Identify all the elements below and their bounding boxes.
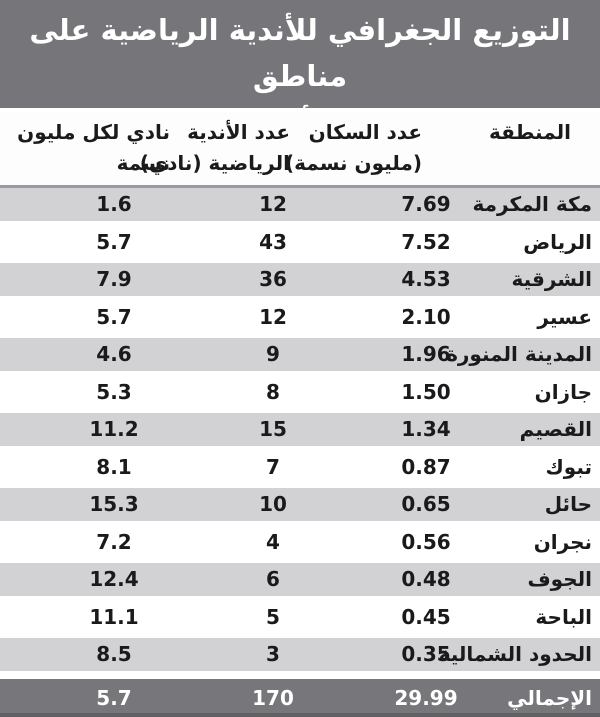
table-row: الشرقية 4.53 36 7.9 xyxy=(0,263,600,301)
region-name: حائل xyxy=(544,492,592,517)
table-row: جازان 1.50 8 5.3 xyxy=(0,375,600,413)
region-name: عسير xyxy=(537,304,592,329)
table-header-row: المنطقة عدد السكان (مليون نسمة) عدد الأن… xyxy=(0,112,600,188)
population-value: 0.45 xyxy=(401,604,451,629)
population-value: 0.56 xyxy=(401,529,451,554)
clubs-per-million-value: 8.5 xyxy=(96,642,132,667)
chart-title-line1: التوزيع الجغرافي للأندية الرياضية على من… xyxy=(29,13,571,93)
clubs-count-value: 43 xyxy=(259,229,287,254)
clubs-per-million-value: 5.7 xyxy=(96,304,132,329)
total-population-value: 29.99 xyxy=(394,685,458,710)
table-row: تبوك 0.87 7 8.1 xyxy=(0,450,600,488)
column-header-clubs: عدد الأندية الرياضية (نادي) xyxy=(139,120,290,175)
total-clubs-value: 170 xyxy=(252,685,294,710)
population-value: 0.35 xyxy=(401,642,451,667)
chart-title: التوزيع الجغرافي للأندية الرياضية على من… xyxy=(0,0,600,185)
clubs-count-value: 3 xyxy=(266,642,280,667)
population-value: 0.48 xyxy=(401,567,451,592)
clubs-count-value: 12 xyxy=(259,304,287,329)
region-name: مكة المكرمة xyxy=(472,192,592,217)
clubs-count-value: 5 xyxy=(266,604,280,629)
clubs-count-value: 7 xyxy=(266,454,280,479)
table-row: الجوف 0.48 6 12.4 xyxy=(0,563,600,601)
clubs-per-million-value: 7.9 xyxy=(96,267,132,292)
region-name: جازان xyxy=(534,379,592,404)
region-name: الحدود الشمالية xyxy=(438,642,592,667)
table-row: المدينة المنورة 1.96 9 4.6 xyxy=(0,338,600,376)
population-value: 1.34 xyxy=(401,417,451,442)
clubs-count-value: 36 xyxy=(259,267,287,292)
population-value: 7.52 xyxy=(401,229,451,254)
total-row: الإجمالي 29.99 170 5.7 xyxy=(0,678,600,717)
clubs-per-million-value: 11.1 xyxy=(89,604,139,629)
table-row: الحدود الشمالية 0.35 3 8.5 xyxy=(0,638,600,676)
clubs-per-million-value: 1.6 xyxy=(96,192,132,217)
population-value: 7.69 xyxy=(401,192,451,217)
clubs-count-value: 9 xyxy=(266,342,280,367)
population-value: 0.65 xyxy=(401,492,451,517)
total-ratio-value: 5.7 xyxy=(96,685,132,710)
region-name: الرياض xyxy=(523,229,592,254)
clubs-per-million-value: 8.1 xyxy=(96,454,132,479)
clubs-per-million-value: 5.3 xyxy=(96,379,132,404)
total-label: الإجمالي xyxy=(507,685,592,710)
region-name: الباحة xyxy=(535,604,592,629)
population-value: 1.96 xyxy=(401,342,451,367)
table-row: نجران 0.56 4 7.2 xyxy=(0,525,600,563)
clubs-count-value: 15 xyxy=(259,417,287,442)
table-row: مكة المكرمة 7.69 12 1.6 xyxy=(0,188,600,226)
column-header-region: المنطقة xyxy=(489,120,571,144)
population-value: 4.53 xyxy=(401,267,451,292)
region-name: القصيم xyxy=(519,417,592,442)
population-value: 0.87 xyxy=(401,454,451,479)
column-header-population: عدد السكان (مليون نسمة) xyxy=(285,120,422,175)
clubs-count-value: 8 xyxy=(266,379,280,404)
clubs-per-million-value: 11.2 xyxy=(89,417,139,442)
population-value: 2.10 xyxy=(401,304,451,329)
clubs-count-value: 12 xyxy=(259,192,287,217)
table-row: عسير 2.10 12 5.7 xyxy=(0,300,600,338)
clubs-per-million-value: 12.4 xyxy=(89,567,139,592)
table-row: الباحة 0.45 5 11.1 xyxy=(0,600,600,638)
region-name: نجران xyxy=(533,529,592,554)
clubs-count-value: 6 xyxy=(266,567,280,592)
clubs-per-million-value: 15.3 xyxy=(89,492,139,517)
clubs-per-million-value: 7.2 xyxy=(96,529,132,554)
clubs-count-value: 4 xyxy=(266,529,280,554)
clubs-per-million-value: 4.6 xyxy=(96,342,132,367)
region-name: تبوك xyxy=(545,454,592,479)
clubs-count-value: 10 xyxy=(259,492,287,517)
table-body: مكة المكرمة 7.69 12 1.6 الرياض 7.52 43 5… xyxy=(0,188,600,676)
region-name: الشرقية xyxy=(511,267,592,292)
region-name: المدينة المنورة xyxy=(446,342,592,367)
clubs-per-million-value: 5.7 xyxy=(96,229,132,254)
table-row: الرياض 7.52 43 5.7 xyxy=(0,225,600,263)
table-row: القصيم 1.34 15 11.2 xyxy=(0,413,600,451)
table-row: حائل 0.65 10 15.3 xyxy=(0,488,600,526)
region-name: الجوف xyxy=(527,567,592,592)
column-header-ratio: نادي لكل مليون نسمة xyxy=(17,120,170,175)
population-value: 1.50 xyxy=(401,379,451,404)
